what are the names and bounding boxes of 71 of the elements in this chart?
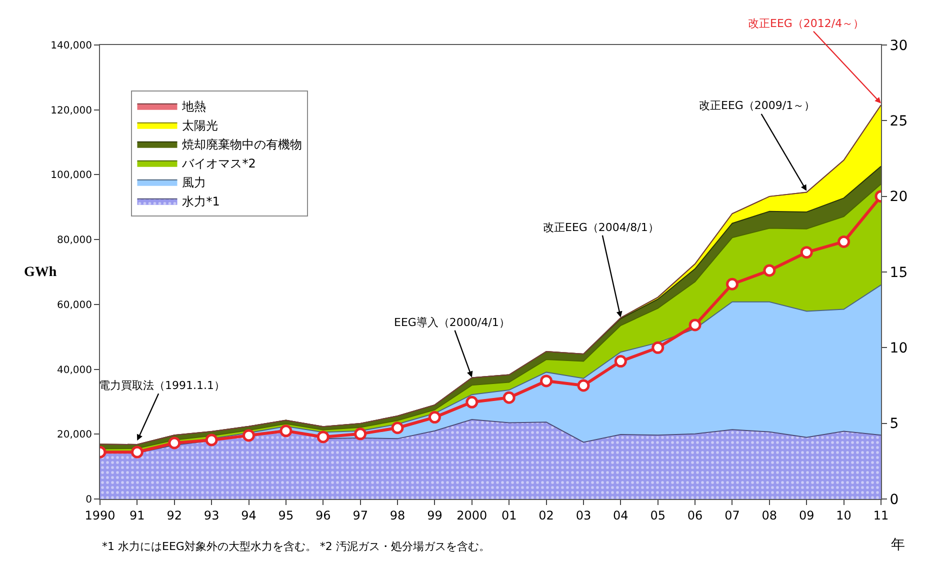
point bbox=[763, 264, 776, 277]
x-tick-label: 08 bbox=[762, 508, 778, 522]
y-tick-label: 40,000 bbox=[57, 364, 92, 376]
x-tick-label: 93 bbox=[204, 508, 220, 522]
legend-label: 地熱 bbox=[181, 100, 206, 114]
point bbox=[316, 430, 330, 444]
x-tick-label: 99 bbox=[427, 508, 442, 522]
x-tick-label: 03 bbox=[576, 508, 592, 522]
point bbox=[391, 422, 404, 434]
x-tick-label: 97 bbox=[352, 508, 368, 522]
point bbox=[800, 246, 813, 259]
y-tick-label: 140,000 bbox=[50, 40, 92, 52]
x-tick-label: 96 bbox=[316, 508, 331, 522]
legend-label: 風力 bbox=[182, 176, 206, 190]
x-tick-label: 94 bbox=[241, 508, 256, 522]
point bbox=[502, 391, 516, 404]
annotation: 改正EEG（2012/4～） bbox=[748, 17, 864, 30]
legend-label: 水力*1 bbox=[182, 194, 220, 209]
x-tick-label: 09 bbox=[798, 508, 814, 522]
y2-tick-label: 20 bbox=[890, 189, 908, 206]
x-tick-label: 92 bbox=[166, 508, 182, 522]
point bbox=[168, 436, 181, 450]
annotation: 改正EEG（2009/1～） bbox=[699, 99, 816, 112]
y-tick-label: 60,000 bbox=[57, 300, 92, 311]
point bbox=[540, 374, 553, 388]
x-tick-label: 04 bbox=[613, 508, 628, 522]
legend-label: バイオマス*2 bbox=[181, 156, 256, 171]
point bbox=[577, 379, 590, 392]
text: *1 水力にはEEG対象外の大型水力を含む。 *2 汚泥ガス・処分場ガスを含む。 bbox=[102, 540, 490, 553]
x-tick-label: 05 bbox=[650, 508, 666, 522]
y-tick-label: 100,000 bbox=[50, 170, 92, 182]
annotation: 改正EEG（2004/8/1） bbox=[543, 221, 659, 234]
x-tick-label: 11 bbox=[873, 508, 889, 522]
point bbox=[205, 434, 218, 446]
x-axis-title: 年 bbox=[891, 537, 905, 553]
y-tick-label: 120,000 bbox=[50, 105, 92, 116]
y-tick-label: 80,000 bbox=[57, 235, 92, 246]
annotation: EEG導入（2000/4/1） bbox=[394, 316, 510, 329]
point bbox=[428, 411, 441, 424]
y-axis-title: GWh bbox=[24, 265, 57, 280]
x-tick-label: 95 bbox=[278, 508, 294, 522]
legend-label: 太陽光 bbox=[182, 118, 218, 133]
point bbox=[280, 424, 292, 438]
point bbox=[688, 318, 702, 332]
y-tick-label: 20,000 bbox=[57, 430, 92, 441]
y2-tick-label: 25 bbox=[890, 114, 908, 130]
point bbox=[614, 355, 627, 368]
y2-tick-label: 15 bbox=[890, 264, 908, 281]
x-tick-label: 98 bbox=[390, 508, 406, 522]
legend-label: 焼却廃棄物中の有機物 bbox=[182, 138, 302, 152]
point bbox=[354, 428, 367, 440]
y-tick-label: 0 bbox=[86, 494, 92, 506]
x-tick-label: 02 bbox=[538, 508, 554, 522]
y2-tick-label: 5 bbox=[890, 416, 899, 432]
x-tick-label: 10 bbox=[836, 508, 852, 522]
x-tick-label: 2000 bbox=[456, 508, 488, 522]
annotation: 電力買取法（1991.1.1） bbox=[99, 379, 225, 392]
x-tick-label: 1990 bbox=[84, 508, 116, 522]
point bbox=[838, 235, 850, 248]
x-tick-label: 01 bbox=[501, 508, 517, 522]
point bbox=[652, 341, 664, 354]
x-tick-label: 91 bbox=[130, 508, 145, 522]
y2-tick-label: 10 bbox=[890, 340, 908, 357]
x-tick-label: 06 bbox=[687, 508, 703, 522]
y2-tick-label: 0 bbox=[890, 492, 899, 508]
y2-tick-label: 30 bbox=[890, 38, 908, 54]
point bbox=[726, 278, 738, 290]
x-tick-label: 07 bbox=[724, 508, 740, 522]
point bbox=[466, 396, 478, 408]
point bbox=[130, 446, 144, 458]
point bbox=[242, 429, 256, 442]
